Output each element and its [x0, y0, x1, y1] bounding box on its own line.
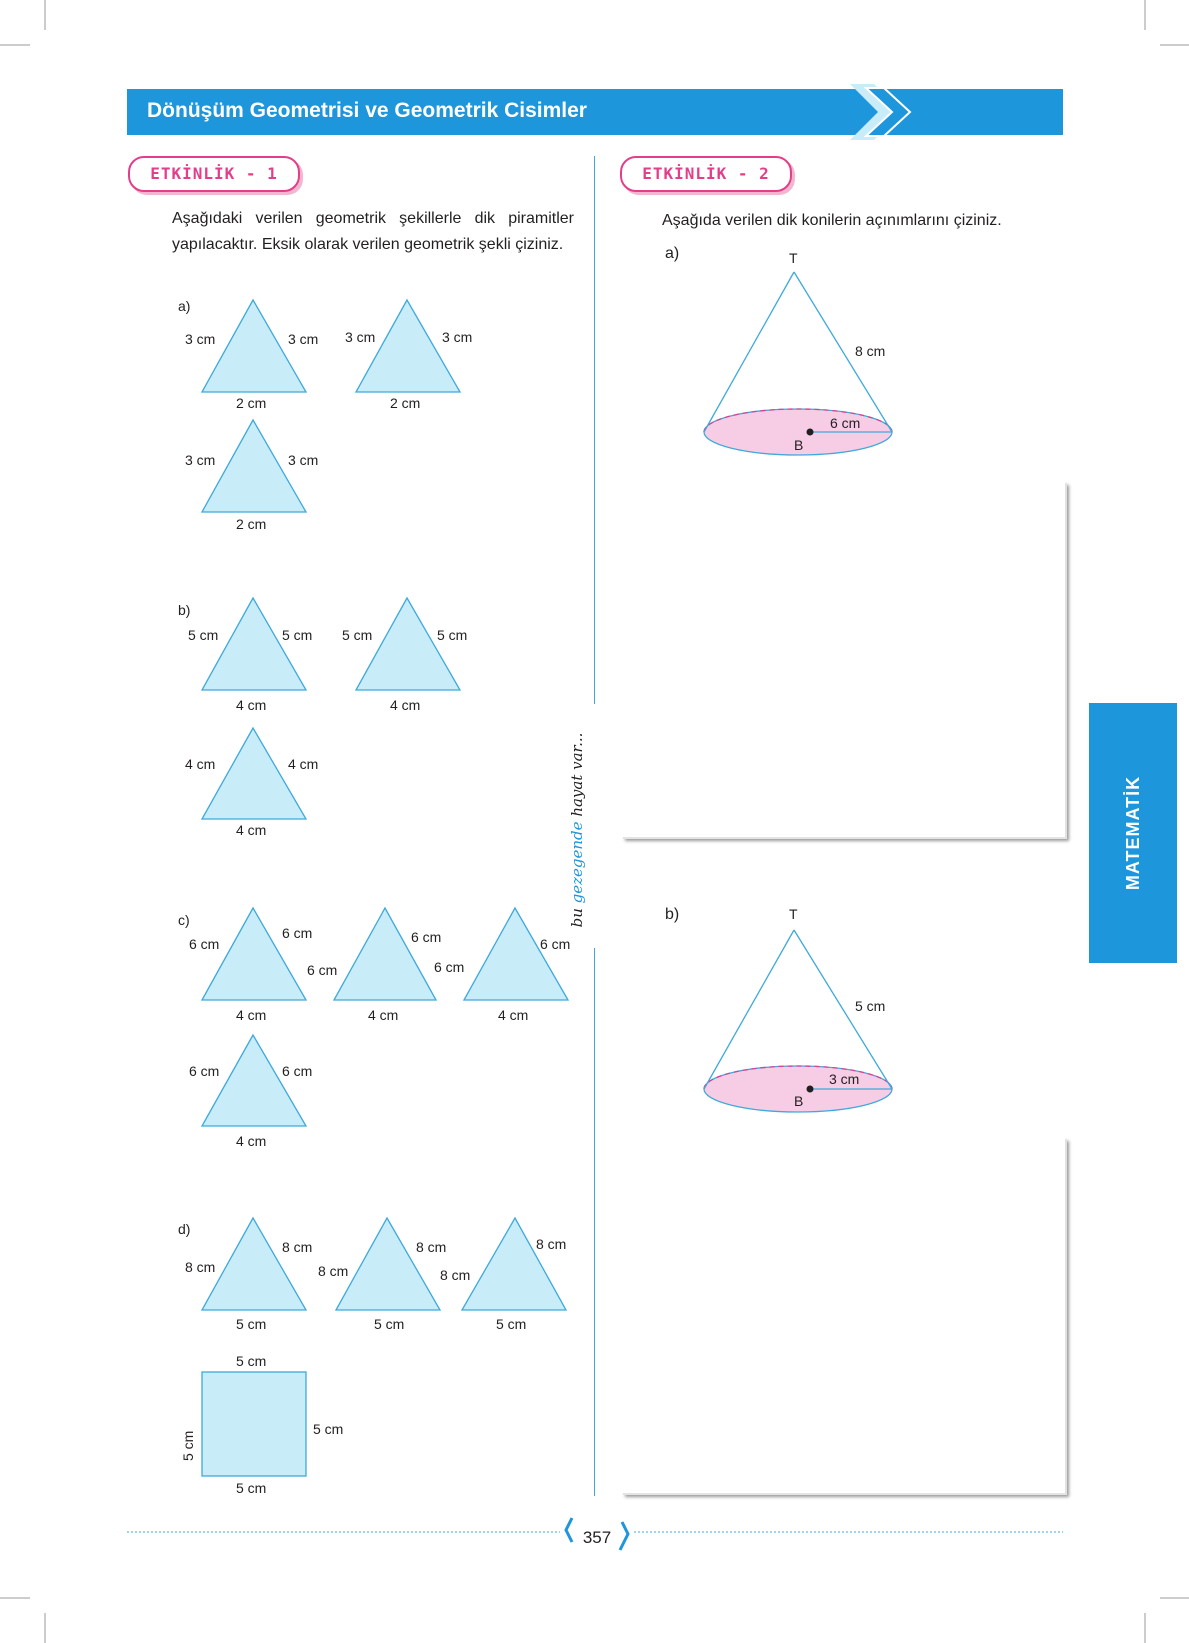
cone-b-figure [703, 929, 893, 1113]
column-divider-bottom [594, 948, 595, 1496]
side-label: 2 cm [390, 395, 421, 411]
etkinlik-1-instructions: Aşağıdaki verilen geometrik şekillerle d… [172, 210, 574, 253]
center-label: B [794, 1093, 804, 1109]
side-label: 5 cm [374, 1316, 405, 1332]
page-number: 357 [582, 1528, 612, 1547]
side-label: 8 cm [440, 1267, 471, 1283]
side-label: 6 cm [282, 1063, 313, 1079]
side-label: 5 cm [313, 1421, 344, 1437]
side-label: 4 cm [236, 822, 267, 838]
column-divider-top [594, 156, 595, 704]
triangle-c2 [332, 906, 438, 1001]
triangle-a1 [200, 298, 308, 393]
item-b-label: b) [178, 602, 191, 618]
side-label: 6 cm [189, 1063, 220, 1079]
side-label: 5 cm [236, 1353, 267, 1369]
triangle-c1 [200, 906, 308, 1001]
triangle-a2 [354, 298, 462, 393]
side-label: 4 cm [390, 697, 421, 713]
triangle-b2 [354, 596, 462, 691]
slant-label: 5 cm [855, 998, 886, 1014]
triangle-c4 [200, 1033, 308, 1127]
side-label: 2 cm [236, 516, 267, 532]
item-d-label: d) [178, 1221, 191, 1237]
apex-label: T [789, 906, 798, 922]
side-label: 5 cm [437, 627, 468, 643]
triangle-a3 [200, 418, 308, 513]
item-c-label: c) [178, 912, 190, 928]
radius-label: 3 cm [829, 1071, 860, 1087]
side-label: 5 cm [236, 1316, 267, 1332]
center-label: B [794, 437, 804, 453]
radius-label: 6 cm [830, 415, 861, 431]
cone-b-label: b) [665, 906, 680, 923]
side-label: 4 cm [236, 1133, 267, 1149]
footer-rule [127, 1517, 1063, 1551]
side-label: 3 cm [185, 452, 216, 468]
side-label: 5 cm [236, 1480, 267, 1496]
triangle-d3 [460, 1216, 568, 1311]
chevron-arrows-icon [850, 84, 912, 140]
cone-a-figure [703, 271, 893, 456]
pyramid-nets-figure [200, 298, 570, 1477]
side-label: 3 cm [345, 329, 376, 345]
subject-side-tab: MATEMATİK [1089, 703, 1177, 963]
triangle-c3 [462, 906, 570, 1001]
etkinlik-2-badge: ETKİNLİK - 2 [620, 156, 792, 192]
side-label: 4 cm [498, 1007, 529, 1023]
side-label: 3 cm [442, 329, 473, 345]
side-label: 8 cm [536, 1236, 567, 1252]
drawing-area-b[interactable] [621, 1137, 1065, 1493]
page-title: Dönüşüm Geometrisi ve Geometrik Cisimler [147, 99, 587, 122]
etkinlik-1-badge: ETKİNLİK - 1 [128, 156, 300, 192]
side-label: 6 cm [307, 962, 338, 978]
drawing-area-a[interactable] [621, 481, 1065, 837]
side-label: 6 cm [411, 929, 442, 945]
side-label: 2 cm [236, 395, 267, 411]
square-d [201, 1371, 307, 1477]
apex-label: T [789, 250, 798, 266]
side-label: 6 cm [189, 936, 220, 952]
side-label: 3 cm [288, 331, 319, 347]
side-label: 5 cm [496, 1316, 527, 1332]
item-a-label: a) [178, 298, 191, 314]
side-label: 5 cm [342, 627, 373, 643]
side-label: 3 cm [288, 452, 319, 468]
side-label: 5 cm [282, 627, 313, 643]
triangle-d1 [200, 1216, 308, 1311]
side-label: 3 cm [185, 331, 216, 347]
triangle-b1 [200, 596, 308, 691]
triangle-d2 [334, 1216, 442, 1311]
cone-a-label: a) [665, 245, 680, 262]
side-label: 4 cm [236, 697, 267, 713]
etkinlik-2-instructions: Aşağıda verilen dik konilerin açınımları… [662, 212, 1002, 229]
side-label: 5 cm [188, 627, 219, 643]
side-label: 4 cm [288, 756, 319, 772]
triangle-b3 [200, 726, 308, 820]
side-label: 8 cm [318, 1263, 349, 1279]
side-label: 6 cm [434, 959, 465, 975]
side-label: 6 cm [540, 936, 571, 952]
header-bar: Dönüşüm Geometrisi ve Geometrik Cisimler [127, 89, 1063, 135]
slant-label: 8 cm [855, 343, 886, 359]
side-label: 4 cm [185, 756, 216, 772]
side-label: 8 cm [416, 1239, 447, 1255]
side-label: 8 cm [282, 1239, 313, 1255]
side-label: 4 cm [236, 1007, 267, 1023]
side-label: 5 cm [180, 1430, 196, 1461]
side-tab-label: MATEMATİK [1123, 775, 1143, 891]
side-label: 4 cm [368, 1007, 399, 1023]
side-label: 6 cm [282, 925, 313, 941]
side-label: 8 cm [185, 1259, 216, 1275]
